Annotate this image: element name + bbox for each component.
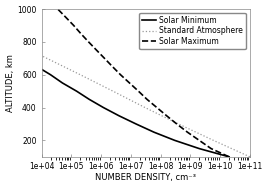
Solar Maximum: [186, 131, 189, 133]
Standard Atmosphere: [79, 74, 82, 76]
Solar Maximum: [111, 65, 114, 68]
Solar Maximum: [79, 33, 83, 35]
Solar Minimum: [228, 156, 231, 158]
Solar Minimum: [35, 65, 39, 68]
Line: Solar Maximum: Solar Maximum: [58, 9, 229, 157]
Solar Maximum: [155, 106, 158, 109]
Solar Minimum: [173, 139, 176, 142]
Standard Atmosphere: [13, 41, 16, 43]
Solar Minimum: [102, 106, 105, 109]
Standard Atmosphere: [111, 90, 114, 92]
Solar Maximum: [103, 57, 106, 59]
Solar Maximum: [210, 147, 213, 150]
Solar Maximum: [56, 8, 59, 10]
Standard Atmosphere: [177, 123, 180, 125]
Solar Maximum: [72, 24, 75, 27]
Solar Maximum: [198, 139, 201, 142]
Solar Minimum: [152, 131, 156, 133]
Solar Minimum: [9, 49, 12, 51]
Solar Maximum: [137, 90, 140, 92]
Y-axis label: ALTITUDE, km: ALTITUDE, km: [6, 54, 14, 112]
X-axis label: NUMBER DENSITY, cm⁻³: NUMBER DENSITY, cm⁻³: [95, 174, 196, 182]
Solar Maximum: [128, 82, 131, 84]
Line: Solar Minimum: Solar Minimum: [0, 42, 229, 157]
Solar Maximum: [175, 123, 178, 125]
Solar Maximum: [87, 41, 90, 43]
Solar Minimum: [75, 90, 78, 92]
Solar Minimum: [61, 82, 64, 84]
Solar Maximum: [228, 156, 231, 158]
Solar Minimum: [135, 123, 138, 125]
Standard Atmosphere: [143, 106, 147, 109]
Standard Atmosphere: [248, 156, 251, 158]
Solar Maximum: [146, 98, 149, 100]
Solar Maximum: [165, 115, 168, 117]
Legend: Solar Minimum, Standard Atmosphere, Solar Maximum: Solar Minimum, Standard Atmosphere, Sola…: [139, 13, 246, 49]
Solar Maximum: [119, 74, 122, 76]
Standard Atmosphere: [212, 139, 215, 142]
Standard Atmosphere: [45, 57, 49, 59]
Solar Minimum: [198, 147, 201, 150]
Line: Standard Atmosphere: Standard Atmosphere: [0, 9, 250, 157]
Solar Minimum: [88, 98, 91, 100]
Solar Minimum: [117, 115, 121, 117]
Solar Minimum: [22, 57, 25, 59]
Solar Maximum: [64, 16, 67, 18]
Solar Minimum: [49, 74, 52, 76]
Solar Maximum: [95, 49, 98, 51]
